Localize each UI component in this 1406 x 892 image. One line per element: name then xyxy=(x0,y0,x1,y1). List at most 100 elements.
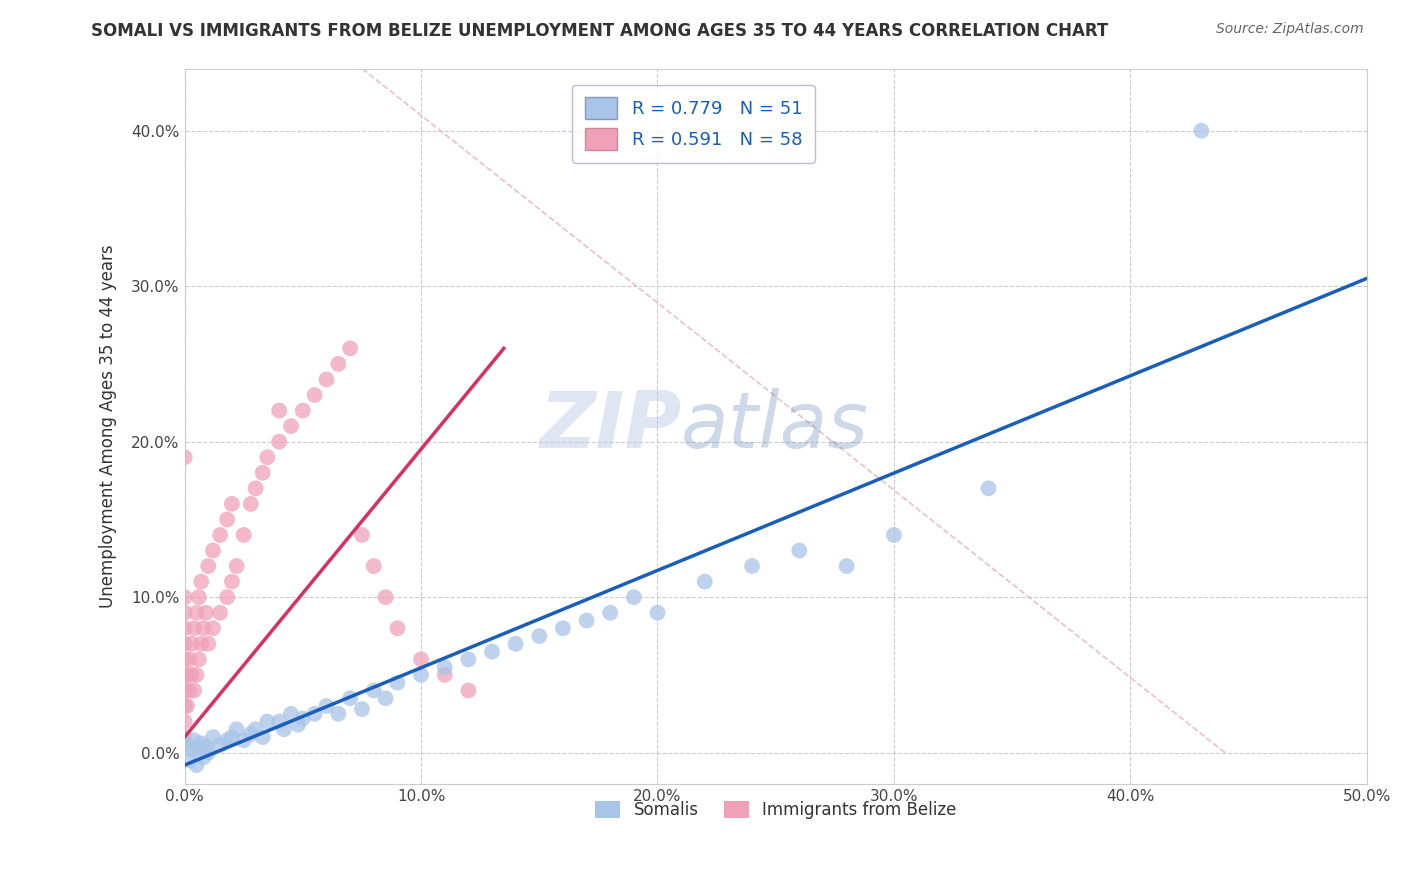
Point xyxy=(173,637,195,651)
Y-axis label: Unemployment Among Ages 35 to 44 years: Unemployment Among Ages 35 to 44 years xyxy=(100,244,117,608)
Point xyxy=(239,727,262,741)
Point xyxy=(186,758,208,772)
Point xyxy=(575,614,598,628)
Point xyxy=(883,528,905,542)
Point xyxy=(245,481,267,495)
Point xyxy=(252,730,274,744)
Point xyxy=(374,590,396,604)
Point xyxy=(183,621,205,635)
Point xyxy=(225,723,247,737)
Point xyxy=(252,466,274,480)
Point xyxy=(328,357,350,371)
Point xyxy=(193,750,215,764)
Point xyxy=(273,723,295,737)
Point xyxy=(179,753,201,767)
Point xyxy=(209,738,232,752)
Point xyxy=(387,621,409,635)
Point xyxy=(193,621,215,635)
Point xyxy=(217,590,239,604)
Point xyxy=(176,698,198,713)
Point xyxy=(269,714,291,729)
Point xyxy=(433,668,456,682)
Point xyxy=(280,419,302,434)
Point xyxy=(280,706,302,721)
Point xyxy=(977,481,1000,495)
Point xyxy=(433,660,456,674)
Point xyxy=(1189,124,1212,138)
Text: SOMALI VS IMMIGRANTS FROM BELIZE UNEMPLOYMENT AMONG AGES 35 TO 44 YEARS CORRELAT: SOMALI VS IMMIGRANTS FROM BELIZE UNEMPLO… xyxy=(91,22,1109,40)
Text: Source: ZipAtlas.com: Source: ZipAtlas.com xyxy=(1216,22,1364,37)
Point xyxy=(176,668,198,682)
Point xyxy=(183,683,205,698)
Point xyxy=(173,621,195,635)
Point xyxy=(374,691,396,706)
Point xyxy=(176,738,198,752)
Point xyxy=(173,450,195,465)
Point xyxy=(201,543,224,558)
Legend: Somalis, Immigrants from Belize: Somalis, Immigrants from Belize xyxy=(589,794,963,825)
Point xyxy=(291,403,314,417)
Point xyxy=(789,543,811,558)
Point xyxy=(350,702,373,716)
Point xyxy=(245,723,267,737)
Point xyxy=(186,606,208,620)
Point xyxy=(221,574,243,589)
Point xyxy=(304,388,326,402)
Point xyxy=(221,730,243,744)
Point xyxy=(173,698,195,713)
Point xyxy=(409,668,432,682)
Point xyxy=(741,559,763,574)
Point xyxy=(217,733,239,747)
Point xyxy=(239,497,262,511)
Point xyxy=(623,590,645,604)
Point xyxy=(304,706,326,721)
Point xyxy=(339,342,361,356)
Point xyxy=(194,739,217,754)
Point xyxy=(225,559,247,574)
Point xyxy=(187,590,209,604)
Point xyxy=(256,714,278,729)
Point xyxy=(186,668,208,682)
Point xyxy=(269,434,291,449)
Point xyxy=(221,497,243,511)
Point xyxy=(194,606,217,620)
Point xyxy=(315,698,337,713)
Point xyxy=(190,637,212,651)
Point xyxy=(835,559,858,574)
Point xyxy=(183,733,205,747)
Point xyxy=(269,403,291,417)
Point xyxy=(197,559,219,574)
Point xyxy=(173,606,195,620)
Point xyxy=(647,606,669,620)
Point xyxy=(173,668,195,682)
Point xyxy=(217,512,239,526)
Point xyxy=(287,717,309,731)
Point xyxy=(180,668,202,682)
Point xyxy=(173,683,195,698)
Point xyxy=(173,652,195,666)
Point xyxy=(256,450,278,465)
Point xyxy=(693,574,716,589)
Point xyxy=(173,590,195,604)
Text: ZIP: ZIP xyxy=(538,388,681,464)
Point xyxy=(173,730,195,744)
Point xyxy=(197,746,219,760)
Point xyxy=(363,559,385,574)
Point xyxy=(187,741,209,756)
Point xyxy=(387,675,409,690)
Point xyxy=(209,528,232,542)
Point xyxy=(173,714,195,729)
Point xyxy=(190,574,212,589)
Point xyxy=(409,652,432,666)
Point xyxy=(201,621,224,635)
Point xyxy=(505,637,527,651)
Point xyxy=(328,706,350,721)
Point xyxy=(180,637,202,651)
Point xyxy=(201,730,224,744)
Point xyxy=(529,629,551,643)
Point xyxy=(551,621,574,635)
Point xyxy=(232,528,254,542)
Point xyxy=(209,606,232,620)
Point xyxy=(180,742,202,756)
Point xyxy=(291,711,314,725)
